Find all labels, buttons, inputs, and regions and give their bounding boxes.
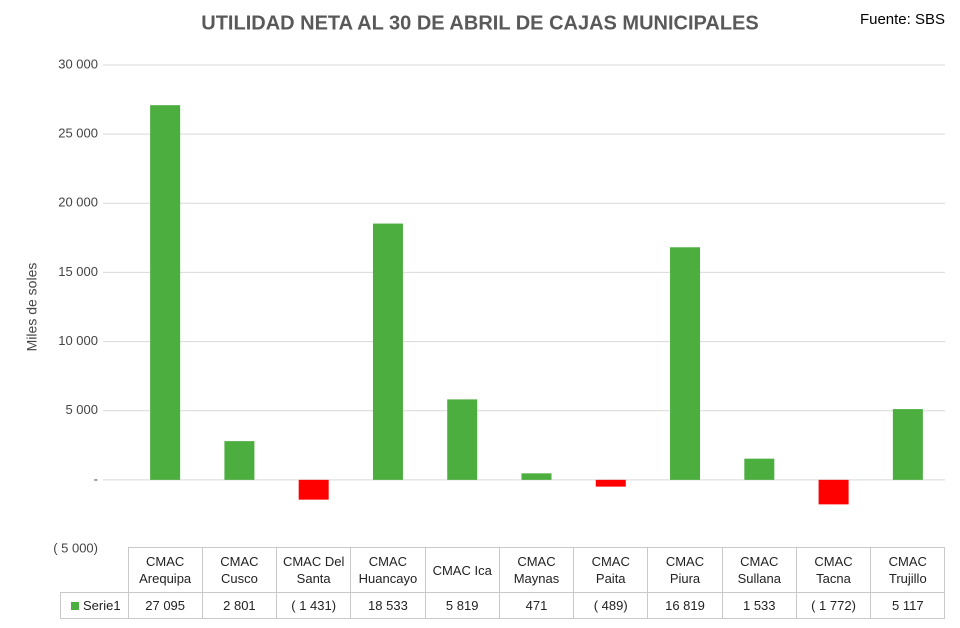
category-label: CMAC Trujillo xyxy=(870,547,946,593)
bar xyxy=(521,473,552,480)
value-label: 18 533 xyxy=(350,592,426,619)
value-label: 2 801 xyxy=(201,592,278,619)
y-tick-label: 20 000 xyxy=(58,195,98,210)
bar xyxy=(298,479,329,500)
value-label: 5 117 xyxy=(870,592,946,619)
legend-label: Serie1 xyxy=(83,598,121,613)
bar xyxy=(224,441,255,480)
bar xyxy=(818,479,849,505)
table-header-row: CMAC Arequipa CMAC Cusco CMAC Del Santa CMA… xyxy=(61,547,946,593)
bar xyxy=(892,409,923,480)
category-label: CMAC Piura xyxy=(647,547,723,593)
value-label: ( 1 431) xyxy=(276,592,352,619)
legend-swatch xyxy=(71,602,79,610)
bar xyxy=(595,479,626,487)
y-tick-label: 15 000 xyxy=(58,264,98,279)
value-label: 27 095 xyxy=(127,592,203,619)
bar xyxy=(372,223,403,480)
value-label: 5 819 xyxy=(424,592,500,619)
category-label: CMAC Sullana xyxy=(721,547,797,593)
data-table: CMAC Arequipa CMAC Cusco CMAC Del Santa CMA… xyxy=(60,547,946,619)
category-label: CMAC Arequipa xyxy=(127,547,203,593)
legend: Serie1 xyxy=(60,592,129,619)
chart-title: UTILIDAD NETA AL 30 DE ABRIL DE CAJAS MU… xyxy=(201,12,758,34)
bar xyxy=(670,247,701,480)
table-corner xyxy=(61,548,129,593)
value-label: 1 533 xyxy=(721,592,797,619)
y-tick-label: 25 000 xyxy=(58,126,98,141)
source: Fuente: SBS xyxy=(860,11,945,28)
category-label: CMAC Ica xyxy=(424,547,500,593)
bar xyxy=(744,458,775,480)
value-label: 16 819 xyxy=(647,592,723,619)
y-tick-label: ( 5 000) xyxy=(53,540,98,555)
value-label: ( 1 772) xyxy=(795,592,872,619)
table-value-row: Serie1 27 095 2 801( 1 431) 18 533 5 819 471(… xyxy=(60,592,946,619)
bar xyxy=(447,399,478,480)
y-axis-label: Miles de soles xyxy=(24,263,40,352)
y-tick-label: - xyxy=(94,471,98,486)
category-label: CMAC Maynas xyxy=(498,547,575,593)
y-tick-label: 30 000 xyxy=(58,56,98,71)
y-tick-label: 10 000 xyxy=(58,333,98,348)
category-label: CMAC Tacna xyxy=(795,547,872,593)
value-label: ( 489) xyxy=(573,592,649,619)
category-label: CMAC Huancayo xyxy=(350,547,426,593)
category-label: CMAC Cusco xyxy=(201,547,278,593)
category-label: CMAC Del Santa xyxy=(276,547,352,593)
value-label: 471 xyxy=(498,592,575,619)
y-tick-label: 5 000 xyxy=(65,402,98,417)
bar xyxy=(150,105,181,480)
category-label: CMAC Paita xyxy=(573,547,649,593)
